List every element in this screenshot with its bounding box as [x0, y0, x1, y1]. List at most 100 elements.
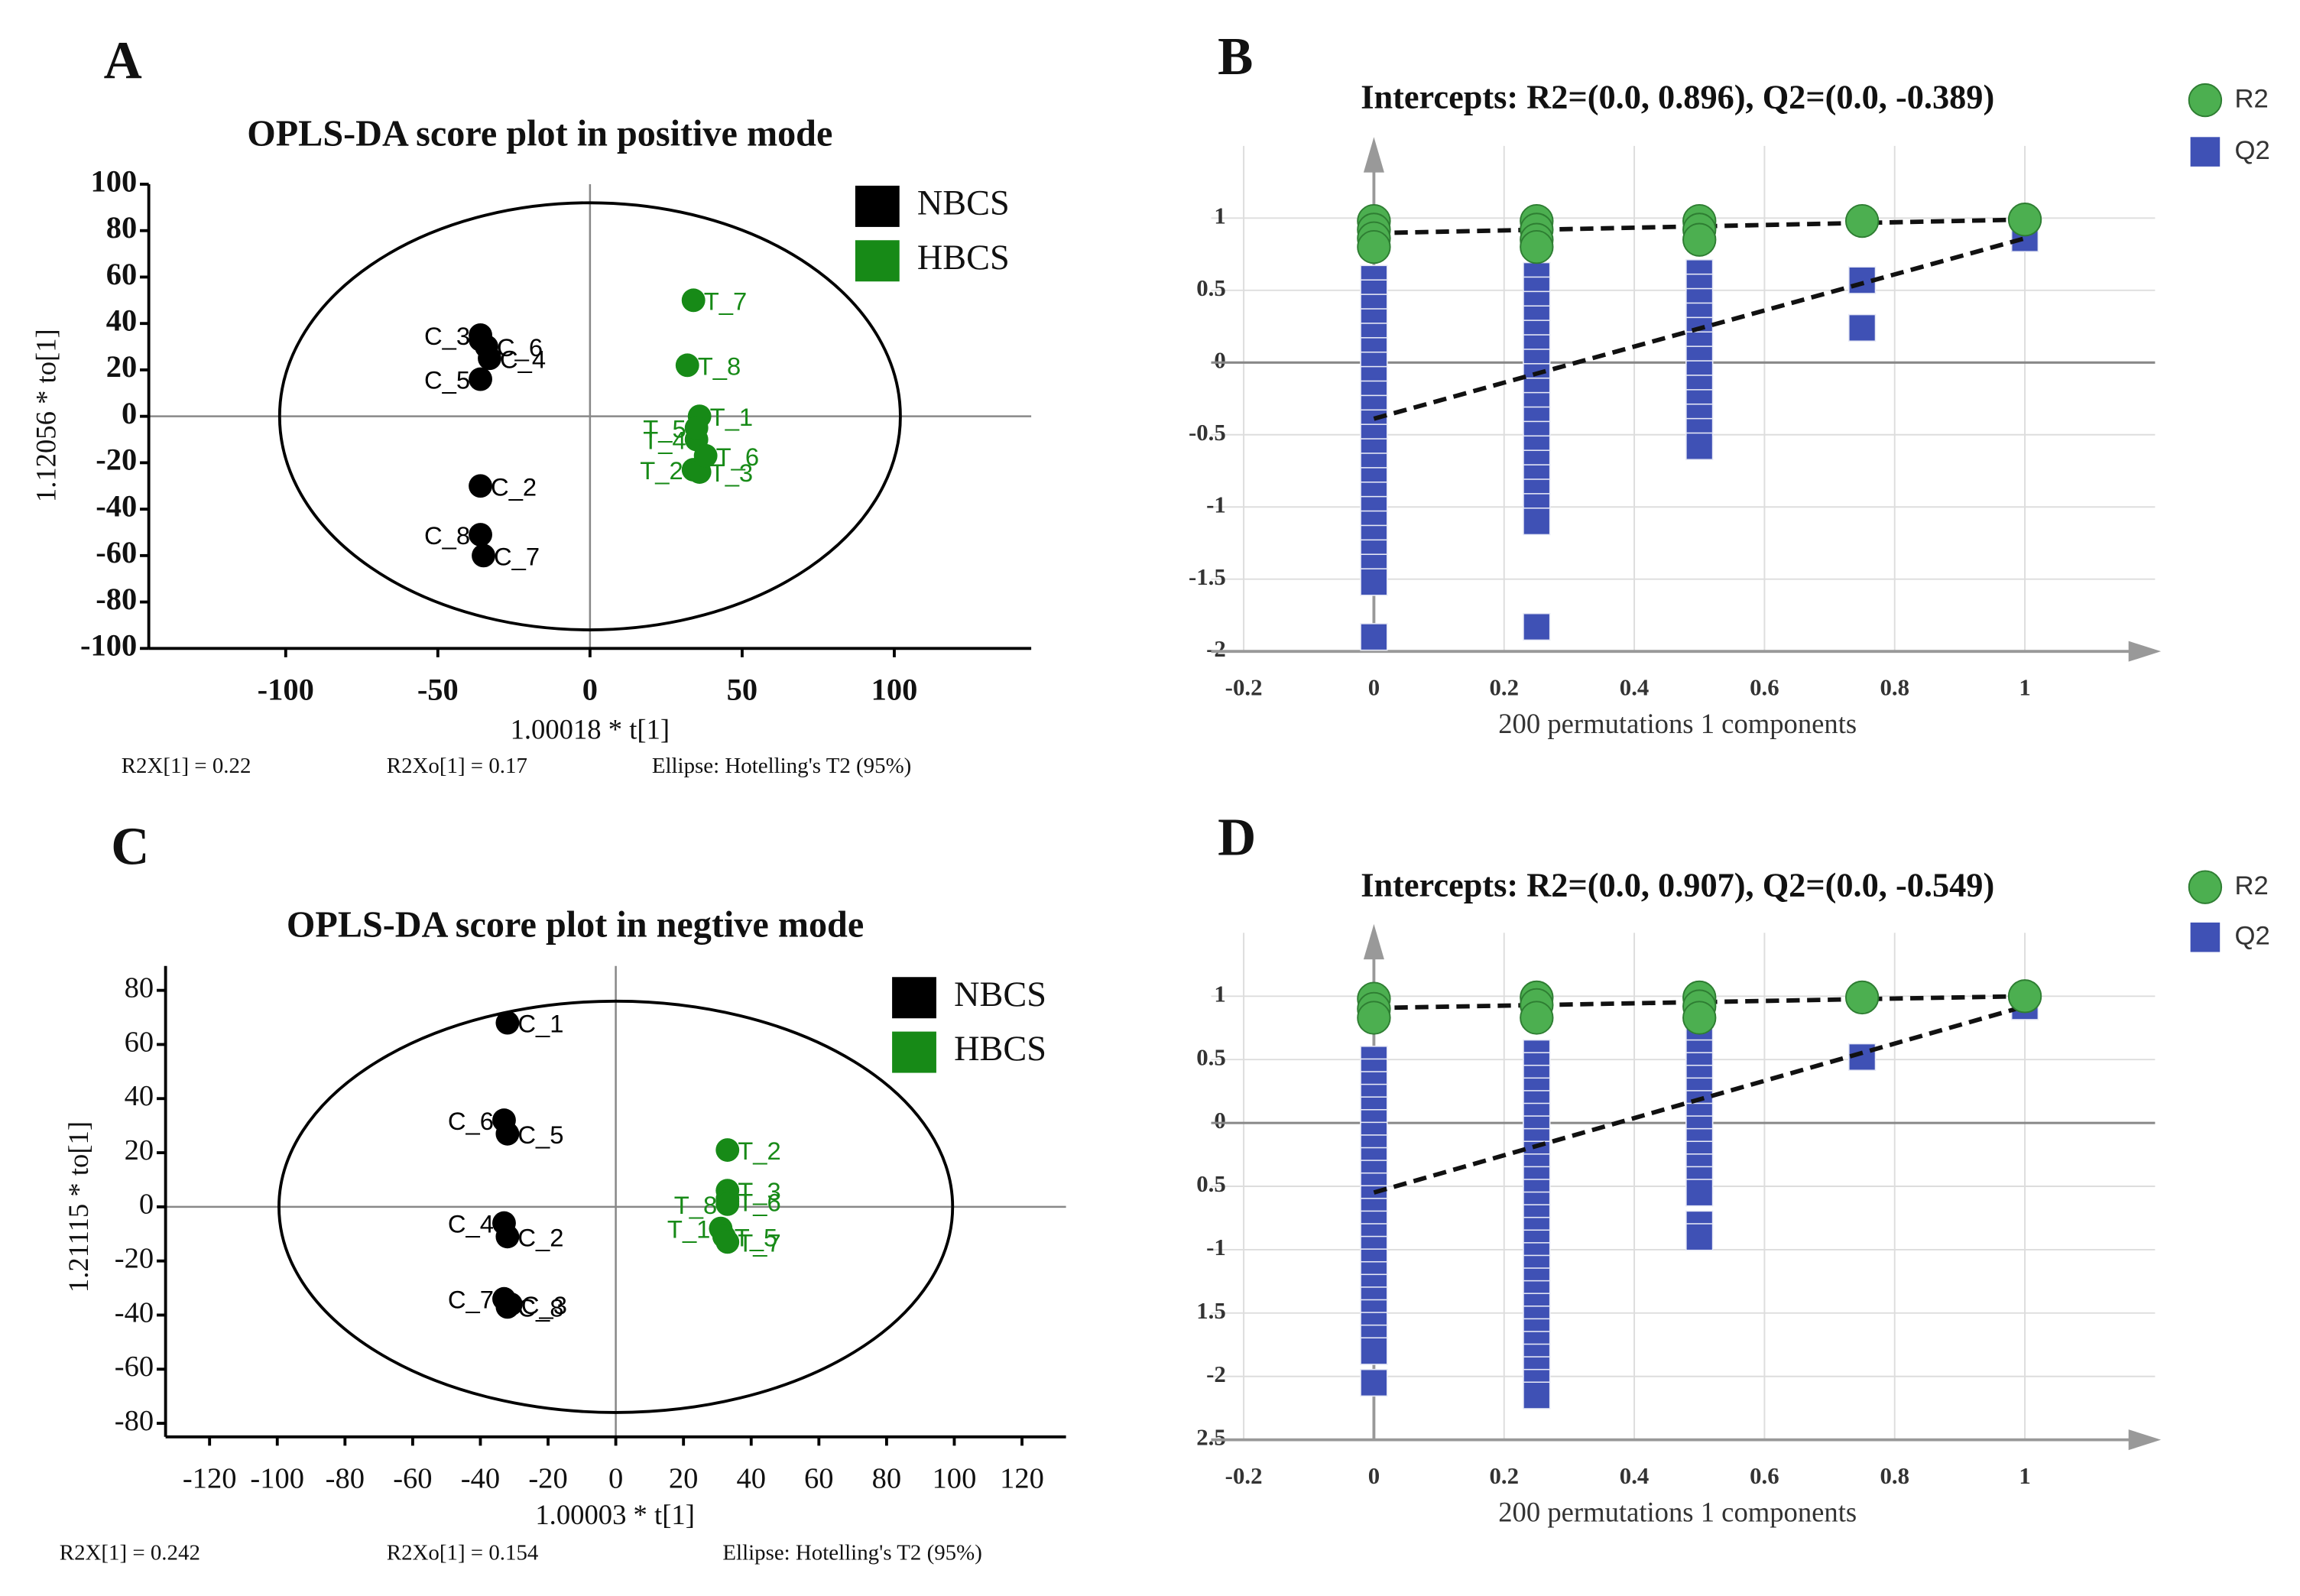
q2-point [1360, 623, 1388, 651]
legend-swatch [855, 185, 900, 227]
r2-point [1844, 203, 1880, 238]
x-tick-label: 0.2 [1489, 1463, 1519, 1489]
point [675, 353, 699, 378]
footnote: R2Xo[1] = 0.17 [387, 754, 527, 778]
x-axis-label: 200 permutations 1 components [1498, 1496, 1857, 1527]
legend-swatch [892, 1031, 936, 1073]
x-tick-label: -80 [326, 1462, 365, 1494]
y-tick-label: -80 [115, 1405, 154, 1437]
point-label: C_4 [500, 345, 546, 373]
y-tick-label: 0.5 [1196, 1044, 1226, 1070]
y-tick-label: 1 [1214, 203, 1225, 229]
x-tick-label: -0.2 [1225, 1463, 1263, 1489]
r2-point [1682, 222, 1717, 257]
y-tick-label: -60 [96, 535, 137, 569]
intercept-line [1374, 994, 2026, 1010]
y-tick-label: 1.5 [1196, 1298, 1226, 1324]
y-tick-label: -0.5 [1189, 420, 1226, 446]
legend-swatch [892, 977, 936, 1019]
x-tick-label: 0 [582, 672, 598, 706]
y-tick-label: -2 [1206, 636, 1226, 662]
panel-letter: B [1218, 28, 1253, 86]
point [472, 543, 495, 568]
q2-point [1685, 432, 1714, 460]
panel-letter: C [111, 817, 149, 876]
chart-title: Intercepts: R2=(0.0, 0.907), Q2=(0.0, -0… [1361, 866, 1994, 904]
x-tick-label: 0 [608, 1462, 623, 1494]
point-label: C_2 [491, 472, 537, 501]
r2-point [1520, 229, 1554, 264]
y-tick-label: 0.5 [1196, 275, 1226, 301]
point-label: C_5 [424, 366, 470, 394]
r2-point [2007, 203, 2042, 237]
x-tick-label: -50 [417, 672, 459, 706]
y-tick-label: 60 [106, 257, 137, 291]
y-tick-label: 2.5 [1196, 1425, 1226, 1451]
y-tick-label: 0.5 [1196, 1171, 1226, 1197]
y-tick-label: 20 [106, 349, 137, 384]
footnote: R2Xo[1] = 0.154 [387, 1541, 539, 1565]
point [715, 1192, 740, 1216]
x-tick-label: 1 [2019, 674, 2030, 700]
y-tick-label: -1.5 [1189, 564, 1226, 590]
point-label: T_2 [640, 456, 683, 485]
point-label: C_7 [448, 1286, 494, 1314]
q2-point [1360, 1337, 1388, 1365]
legend-label: HBCS [917, 238, 1010, 277]
q2-point [1523, 507, 1551, 536]
point [475, 335, 498, 358]
x-tick-label: 1 [2019, 1463, 2030, 1489]
r2-point [1357, 229, 1391, 264]
intercept-line [1373, 1004, 2026, 1195]
point-label: C_3 [521, 1291, 567, 1319]
q2-point [1360, 1368, 1388, 1397]
point [495, 1295, 520, 1319]
legend-label: Q2 [2234, 136, 2269, 165]
point-label: C_7 [494, 542, 540, 570]
x-tick-label: 50 [727, 672, 757, 706]
x-tick-label: 20 [669, 1462, 699, 1494]
legend-marker [2188, 83, 2223, 118]
x-tick-label: 0.4 [1620, 1463, 1650, 1489]
x-tick-label: -60 [393, 1462, 432, 1494]
y-tick-label: 40 [106, 303, 137, 337]
legend-marker [2190, 922, 2221, 952]
point [681, 288, 706, 313]
point [469, 474, 492, 498]
point [693, 443, 718, 468]
x-tick-label: -120 [183, 1462, 237, 1494]
point-label: T_7 [738, 1228, 780, 1257]
point-label: T_2 [738, 1137, 780, 1165]
x-tick-label: 120 [1000, 1462, 1044, 1494]
q2-point [1848, 313, 1877, 342]
y-tick-label: -60 [115, 1351, 154, 1383]
legend-label: HBCS [954, 1030, 1046, 1069]
r2-point [1682, 1001, 1717, 1035]
y-axis-label: 1.21115 * to[1] [63, 1121, 94, 1293]
r2-point [2007, 979, 2042, 1014]
intercept-line [1373, 236, 2026, 421]
y-tick-label: -100 [80, 628, 137, 663]
hotelling-ellipse [277, 201, 902, 631]
y-tick-label: 0 [1214, 347, 1225, 373]
q2-point [1523, 612, 1551, 641]
y-tick-label: -1 [1206, 491, 1226, 517]
point-label: C_6 [497, 333, 543, 362]
x-axis-label: 1.00003 * t[1] [535, 1499, 695, 1530]
point [715, 1230, 740, 1254]
point-label: C_4 [448, 1210, 494, 1238]
x-axis-label: 1.00018 * t[1] [511, 714, 670, 745]
panel-letter: A [104, 32, 142, 91]
point [469, 523, 492, 547]
point-label: T_7 [704, 287, 747, 315]
y-tick-label: 0 [139, 1189, 154, 1221]
point-label: T_6 [716, 443, 759, 471]
point-label: C_2 [517, 1223, 563, 1251]
point-label: T_5 [735, 1223, 777, 1251]
x-tick-label: -0.2 [1225, 674, 1263, 700]
y-tick-label: -20 [96, 443, 137, 477]
x-tick-label: 0 [1368, 1463, 1380, 1489]
point [469, 367, 492, 391]
